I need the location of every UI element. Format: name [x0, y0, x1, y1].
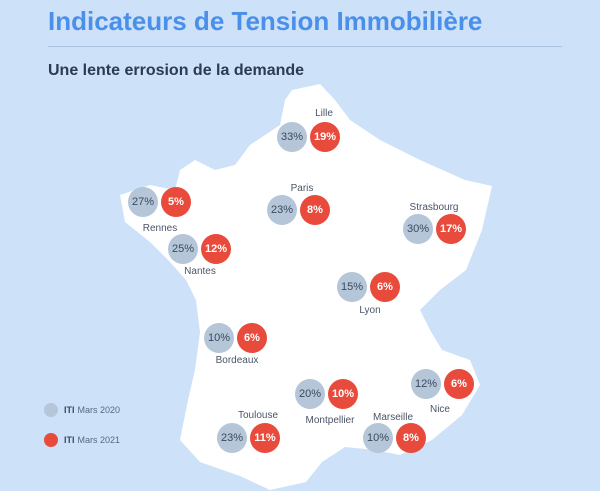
divider — [48, 46, 562, 47]
city-label-toulouse: Toulouse — [237, 410, 279, 421]
city-label-lyon: Lyon — [359, 305, 381, 316]
legend-2021: ITI Mars 2021 — [44, 433, 120, 447]
marker-2020-strasbourg: 30% — [403, 214, 433, 244]
city-label-strasbourg: Strasbourg — [409, 202, 459, 213]
marker-2021-toulouse: 11% — [250, 423, 280, 453]
marker-2021-lyon: 6% — [370, 272, 400, 302]
marker-2020-nantes: 25% — [168, 234, 198, 264]
city-label-nice: Nice — [429, 404, 451, 415]
marker-2020-paris: 23% — [267, 195, 297, 225]
legend-prefix: ITI — [64, 405, 75, 415]
marker-2020-nice: 12% — [411, 369, 441, 399]
city-label-lille: Lille — [315, 108, 333, 119]
legend-swatch-2021 — [44, 433, 58, 447]
marker-2021-lille: 19% — [310, 122, 340, 152]
marker-2021-bordeaux: 6% — [237, 323, 267, 353]
city-label-montpellier: Montpellier — [305, 415, 355, 426]
legend-prefix: ITI — [64, 435, 75, 445]
marker-2021-rennes: 5% — [161, 187, 191, 217]
legend-swatch-2020 — [44, 403, 58, 417]
marker-2021-nice: 6% — [444, 369, 474, 399]
marker-2021-paris: 8% — [300, 195, 330, 225]
city-label-marseille: Marseille — [372, 412, 414, 423]
marker-2020-bordeaux: 10% — [204, 323, 234, 353]
marker-2020-rennes: 27% — [128, 187, 158, 217]
city-label-rennes: Rennes — [142, 223, 178, 234]
france-outline — [120, 84, 492, 490]
legend-label: Mars 2020 — [77, 405, 121, 415]
marker-2020-marseille: 10% — [363, 423, 393, 453]
legend-label: Mars 2021 — [77, 435, 121, 445]
city-label-bordeaux: Bordeaux — [215, 355, 259, 366]
subtitle: Une lente errosion de la demande — [48, 62, 305, 79]
legend-2020: ITI Mars 2020 — [44, 403, 120, 417]
marker-2020-lille: 33% — [277, 122, 307, 152]
page-title: Indicateurs de Tension Immobilière — [48, 6, 483, 36]
marker-2020-lyon: 15% — [337, 272, 367, 302]
marker-2020-toulouse: 23% — [217, 423, 247, 453]
marker-2021-marseille: 8% — [396, 423, 426, 453]
city-label-nantes: Nantes — [184, 266, 216, 277]
city-label-paris: Paris — [290, 183, 314, 194]
marker-2021-strasbourg: 17% — [436, 214, 466, 244]
marker-2021-montpellier: 10% — [328, 379, 358, 409]
marker-2021-nantes: 12% — [201, 234, 231, 264]
marker-2020-montpellier: 20% — [295, 379, 325, 409]
